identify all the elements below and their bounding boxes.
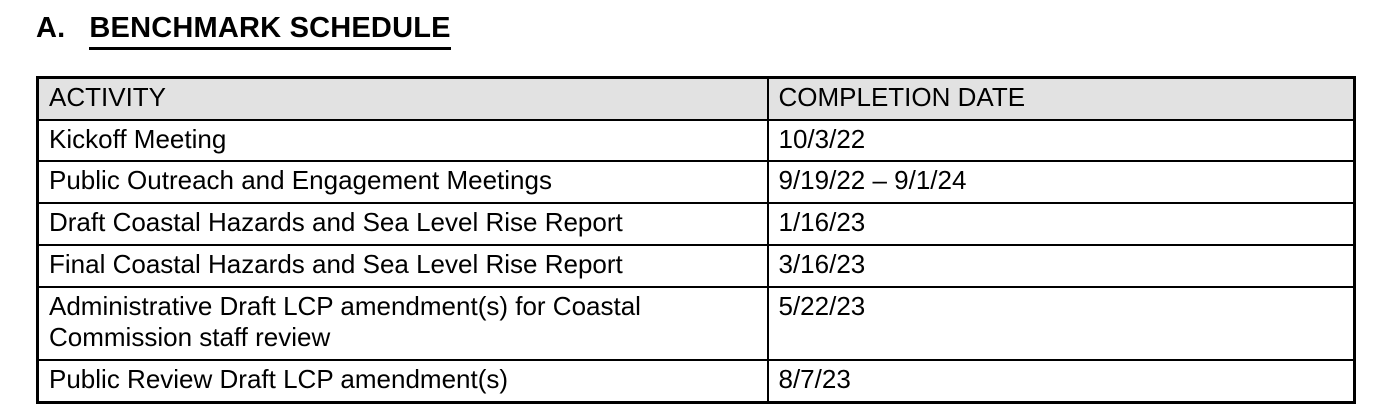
section-label: A. [36,12,66,44]
table-row: Administrative Draft LCP amendment(s) fo… [36,285,1356,362]
activity-cell: Public Outreach and Engagement Meetings [36,160,769,205]
table-header-row: ACTIVITY COMPLETION DATE [36,76,1356,121]
completion-date-cell: 10/3/22 [766,118,1356,163]
activity-cell: Public Review Draft LCP amendment(s) [36,359,769,404]
completion-date-cell: 9/19/22 – 9/1/24 [766,160,1356,205]
section-heading: A. BENCHMARK SCHEDULE [36,12,1385,50]
table-row: Public Outreach and Engagement Meetings 9… [36,160,1356,205]
table-row: Public Review Draft LCP amendment(s) 8/7/… [36,359,1356,404]
completion-date-cell: 8/7/23 [766,359,1356,404]
activity-cell: Administrative Draft LCP amendment(s) fo… [36,285,769,362]
completion-date-cell: 1/16/23 [766,202,1356,246]
schedule-table-body: Kickoff Meeting 10/3/22 Public Outreach an… [36,118,1356,404]
benchmark-schedule-table: ACTIVITY COMPLETION DATE Kickoff Meeting… [36,76,1356,404]
activity-cell: Draft Coastal Hazards and Sea Level Rise… [36,202,769,246]
activity-cell: Final Coastal Hazards and Sea Level Rise… [36,243,769,288]
completion-date-cell: 5/22/23 [766,285,1356,362]
table-row: Final Coastal Hazards and Sea Level Rise… [36,243,1356,288]
table-row: Kickoff Meeting 10/3/22 [36,118,1356,163]
completion-date-cell: 3/16/23 [766,243,1356,288]
activity-cell: Kickoff Meeting [36,118,769,163]
column-header-completion-date: COMPLETION DATE [766,76,1356,121]
section-title: BENCHMARK SCHEDULE [89,12,451,50]
column-header-activity: ACTIVITY [36,76,769,121]
table-row: Draft Coastal Hazards and Sea Level Rise… [36,202,1356,246]
